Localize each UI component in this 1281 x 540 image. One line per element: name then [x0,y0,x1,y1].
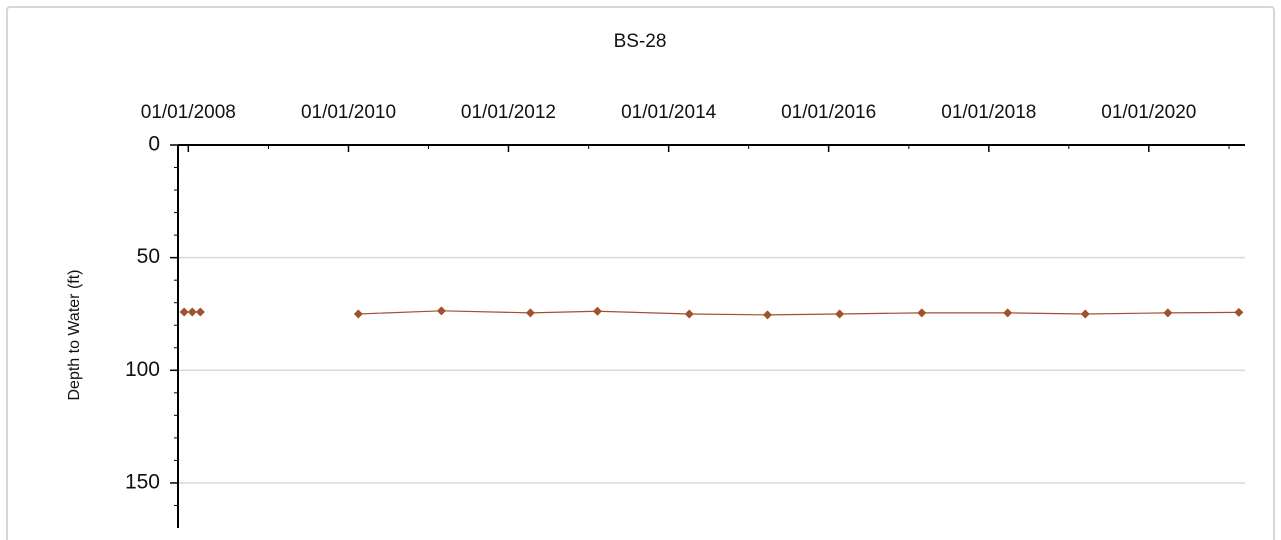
x-tick-label: 01/01/2012 [461,102,556,123]
y-tick-label: 100 [125,358,160,381]
x-tick-label: 01/01/2016 [781,102,876,123]
chart-frame [6,6,1275,540]
y-tick-label: 0 [148,133,160,156]
data-point [592,306,602,316]
data-point [835,309,845,319]
data-point [179,307,189,317]
y-tick-label: 50 [137,245,160,268]
data-point [1234,307,1244,317]
data-point [762,310,772,320]
data-point [195,307,205,317]
data-point [1080,309,1090,319]
x-tick-label: 01/01/2018 [941,102,1036,123]
y-axis-label: Depth to Water (ft) [66,270,83,401]
x-tick-label: 01/01/2020 [1101,102,1196,123]
data-point [917,308,927,318]
data-point [353,309,363,319]
data-point [684,309,694,319]
data-point [1163,308,1173,318]
data-point [187,307,197,317]
series-line [358,310,1239,316]
y-tick-label: 150 [125,470,160,493]
x-tick-label: 01/01/2008 [141,102,236,123]
x-tick-label: 01/01/2010 [301,102,396,123]
x-tick-label: 01/01/2014 [621,102,717,123]
chart-title: BS-28 [614,31,667,52]
data-point [1003,308,1013,318]
data-point [525,308,535,318]
data-point [436,306,446,316]
